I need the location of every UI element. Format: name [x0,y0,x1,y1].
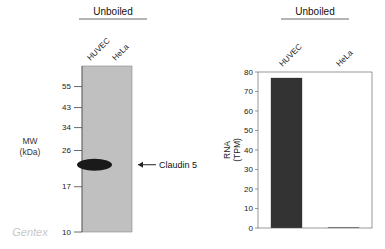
text-line: (TPM) [232,138,242,162]
y-tick-label: 20 [244,185,253,194]
y-tick-label: 50 [244,126,253,135]
mw-tick-label: 43 [62,103,71,112]
y-tick [255,150,258,151]
arrow-head [138,162,143,168]
blot-panel: 55 43 34 26 17 10 MW(kDa) HUVEC Claudin 5 HeLa Gen… [12,36,197,238]
y-tick-label: 0 [249,224,254,233]
mw-tick-label: 17 [62,182,71,191]
annotation: Claudin 5 [159,160,197,170]
text-line: (kDa) [20,147,41,157]
y-tick [255,208,258,209]
y-tick [255,228,258,229]
bar [271,78,302,228]
title: Unboiled [295,6,334,17]
mw-tick [74,150,82,151]
text-line: RNA [222,141,232,159]
band [77,159,112,171]
y-tick [255,169,258,170]
y-tick [255,111,258,112]
y-tick [255,72,258,73]
lane-label: HUVEC [86,36,112,62]
mw-tick-label: 34 [62,123,71,132]
mw-tick-label: 26 [62,146,71,155]
mw-tick [74,127,82,128]
y-tick [255,130,258,131]
title: Unboiled [93,6,132,17]
category-label: HUVEC [278,42,304,68]
y-axis-label: MW(kDa) [20,136,41,157]
y-tick-label: 30 [244,165,253,174]
mw-tick [74,107,82,108]
watermark: Gentex [12,226,48,238]
mw-axis-line [82,66,83,232]
y-tick-label: 70 [244,87,253,96]
y-tick-label: 60 [244,107,253,116]
plot-frame [258,72,372,228]
title-underline [281,19,349,20]
mw-tick-label: 10 [62,228,71,237]
y-tick [255,189,258,190]
y-tick-label: 80 [244,68,253,77]
mw-tick-label: 55 [62,82,71,91]
y-axis-label: RNA(TPM) [222,138,242,162]
mw-tick [74,86,82,87]
gel [82,66,132,232]
y-tick-label: 40 [244,146,253,155]
figure: 55 43 34 26 17 10 MW(kDa) HUVEC Claudin 5 HeLa Gen… [0,0,385,249]
title-underline [79,19,147,20]
category-label: HeLa [335,48,355,68]
lane-label: HeLa [111,42,131,62]
mw-tick [74,186,82,187]
text-line: MW [22,136,37,146]
y-tick-label: 10 [244,204,253,213]
bars [271,78,359,228]
mw-tick [74,232,82,233]
y-tick [255,91,258,92]
bar-panel: 0 10 20 30 40 50 60 70 80 RNA(TPM) HUVEC HeLa [222,42,372,232]
